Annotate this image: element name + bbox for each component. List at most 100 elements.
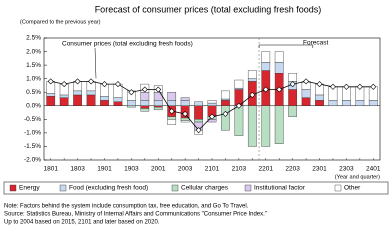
bar-segment — [194, 119, 203, 123]
bar-segment — [46, 93, 56, 97]
x-tick-label: 2101 — [205, 166, 220, 173]
x-tick-label: 2201 — [259, 166, 274, 173]
bar-segment — [261, 62, 271, 71]
bar-segment — [194, 101, 203, 106]
bar-segment — [100, 100, 109, 106]
legend-swatch — [244, 184, 252, 192]
line-marker — [370, 83, 377, 90]
y-tick-label: -1.0% — [24, 130, 41, 137]
bar-segment — [86, 90, 96, 96]
bar-segment — [73, 94, 82, 106]
y-tick-label: 0.5% — [26, 89, 41, 96]
bar-segment — [221, 105, 230, 131]
line-marker — [114, 81, 121, 88]
legend-label: Institutional factor — [254, 185, 306, 192]
legend-swatch — [9, 184, 17, 192]
bar-segment — [261, 105, 271, 147]
bar-segment — [368, 100, 378, 106]
line-marker — [329, 83, 336, 90]
line-marker — [249, 91, 256, 98]
bar-segment — [59, 97, 69, 106]
x-tick-label: 1801 — [43, 166, 58, 173]
bar-segment — [247, 70, 257, 79]
bar-segment — [315, 94, 324, 101]
legend-box — [3, 181, 389, 195]
bar-segment — [274, 105, 284, 144]
bar-segment — [234, 105, 244, 136]
bar-segment — [126, 105, 136, 108]
legend-swatch — [171, 184, 179, 192]
bar-segment — [180, 97, 190, 101]
bar-segment — [288, 73, 298, 82]
line-marker — [141, 86, 148, 93]
forecast-bracket — [258, 44, 314, 48]
bar-segment — [100, 96, 109, 101]
annotation-leader — [94, 47, 97, 79]
bar-segment — [113, 97, 123, 102]
y-tick-label: 2.5% — [26, 35, 41, 42]
line-marker — [47, 78, 54, 85]
x-tick-label: 2001 — [151, 166, 166, 173]
y-tick-label: -1.5% — [24, 143, 41, 150]
bar-segment — [140, 105, 150, 109]
bar-segment — [328, 100, 338, 106]
bar-segment — [153, 106, 163, 111]
line-marker — [168, 108, 175, 115]
bar-segment — [46, 96, 56, 106]
x-tick-label: 2103 — [232, 166, 247, 173]
line-annotation: Consumer prices (total excluding fresh f… — [62, 41, 193, 48]
y-tick-label: -0.5% — [24, 116, 41, 123]
x-tick-label: 1803 — [70, 166, 85, 173]
line-marker — [195, 127, 202, 134]
line-marker — [356, 83, 363, 90]
y-tick-label: 0.0% — [26, 102, 41, 109]
bar-segment — [261, 51, 271, 63]
legend-label: Energy — [19, 185, 40, 192]
x-tick-label: 1903 — [124, 166, 139, 173]
bar-segment — [180, 120, 190, 123]
legend-swatch — [334, 184, 342, 192]
chart-subtitle: (Compared to the previous year) — [20, 19, 101, 25]
x-tick-label: 2203 — [285, 166, 300, 173]
bar-segment — [153, 105, 163, 108]
bar-segment — [342, 100, 351, 106]
x-tick-label: 2401 — [366, 166, 381, 173]
bar-segment — [221, 98, 230, 101]
x-tick-label: 2303 — [339, 166, 354, 173]
line-marker — [182, 110, 189, 117]
bar-segment — [247, 105, 257, 147]
y-tick-label: -2.0% — [24, 157, 41, 164]
line-marker — [88, 78, 95, 85]
forecast-annotation: Forecast — [303, 40, 328, 47]
line-marker — [61, 81, 68, 88]
bar-segment — [301, 97, 311, 106]
bar-segment — [126, 100, 136, 106]
bar-segment — [153, 100, 163, 106]
y-tick-label: 1.0% — [26, 75, 41, 82]
x-tick-label: 2301 — [312, 166, 327, 173]
note: Source: Statistics Bureau, Ministry of I… — [4, 212, 267, 218]
line-marker — [343, 83, 350, 90]
x-tick-label: 1901 — [97, 166, 112, 173]
bar-segment — [221, 100, 230, 106]
y-tick-label: 1.5% — [26, 62, 41, 69]
bar-segment — [140, 108, 150, 112]
line-marker — [155, 86, 162, 93]
legend-swatch — [59, 184, 67, 192]
legend-label: Other — [344, 185, 361, 192]
bar-segment — [274, 62, 284, 74]
bar-segment — [180, 100, 190, 106]
bar-segment — [207, 100, 217, 104]
bar-segment — [234, 79, 244, 89]
x-tick-label: 2003 — [178, 166, 193, 173]
line-marker — [262, 86, 269, 93]
bar-segment — [167, 119, 177, 125]
bar-segment — [207, 102, 217, 106]
bar-segment — [140, 92, 150, 101]
line-marker — [289, 81, 296, 88]
bar-segment — [194, 105, 203, 120]
x-axis-label: (Year and quarter) — [335, 174, 380, 180]
bar-segment — [288, 105, 298, 117]
line-marker — [303, 78, 310, 85]
